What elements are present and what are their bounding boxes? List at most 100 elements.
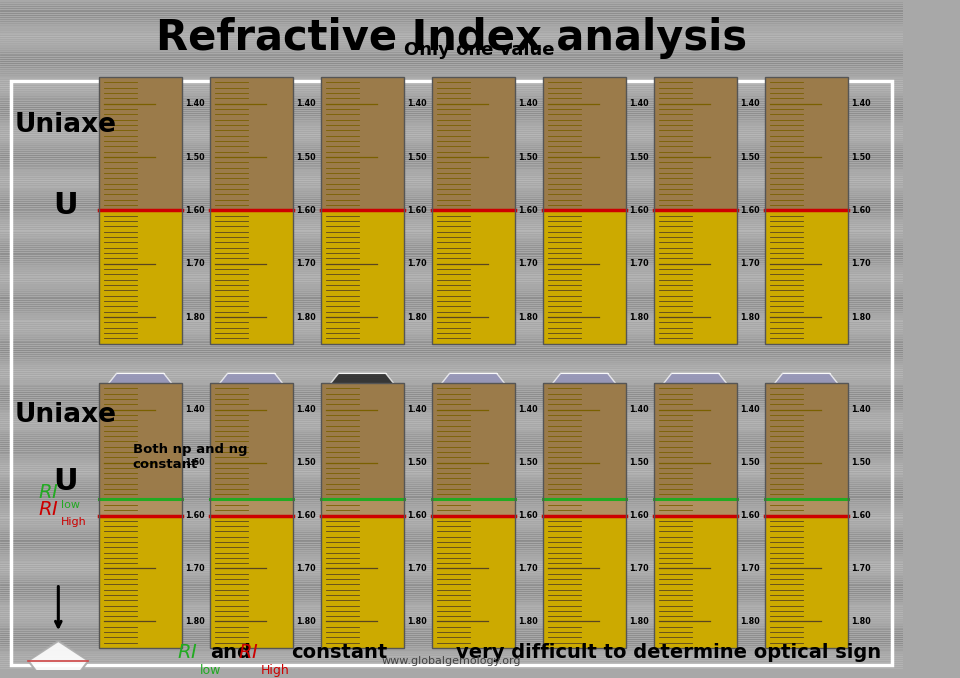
- Bar: [654, 383, 736, 648]
- Text: 1.60: 1.60: [518, 206, 538, 215]
- Text: $\it{RI}$: $\it{RI}$: [177, 643, 198, 662]
- Text: 1.40: 1.40: [629, 405, 649, 414]
- Bar: [765, 383, 848, 498]
- Text: $\it{RI}$: $\it{RI}$: [238, 643, 258, 662]
- Text: Uniaxe: Uniaxe: [14, 112, 117, 138]
- Text: very difficult to determine optical sign: very difficult to determine optical sign: [456, 643, 881, 662]
- Bar: [209, 383, 293, 498]
- Polygon shape: [773, 374, 839, 415]
- Bar: [209, 210, 293, 344]
- Text: 1.40: 1.40: [740, 405, 760, 414]
- Text: 1.60: 1.60: [852, 511, 871, 520]
- Bar: [432, 77, 515, 210]
- Text: 1.60: 1.60: [629, 206, 649, 215]
- Text: 1.40: 1.40: [740, 99, 760, 108]
- Text: 1.70: 1.70: [185, 564, 204, 573]
- Text: High: High: [61, 517, 87, 527]
- Text: constant: constant: [292, 643, 388, 662]
- Text: 1.60: 1.60: [629, 511, 649, 520]
- Bar: [654, 210, 736, 344]
- Bar: [542, 210, 626, 344]
- Text: 1.50: 1.50: [185, 458, 204, 467]
- Text: $\it{RI}$: $\it{RI}$: [37, 500, 59, 519]
- Text: 1.80: 1.80: [407, 617, 427, 626]
- Bar: [209, 77, 293, 344]
- Text: 1.60: 1.60: [740, 206, 760, 215]
- Text: 1.50: 1.50: [629, 153, 649, 161]
- Text: $\it{RI}$: $\it{RI}$: [37, 483, 59, 502]
- Polygon shape: [108, 374, 173, 415]
- Text: Uniaxe: Uniaxe: [14, 402, 117, 428]
- Bar: [321, 383, 403, 648]
- Bar: [654, 77, 736, 344]
- Text: 1.50: 1.50: [852, 153, 871, 161]
- Bar: [209, 77, 293, 210]
- Bar: [99, 515, 181, 648]
- Text: 1.50: 1.50: [407, 458, 427, 467]
- Bar: [654, 383, 736, 498]
- Text: 1.70: 1.70: [297, 259, 316, 268]
- Text: 1.60: 1.60: [518, 511, 538, 520]
- Text: 1.60: 1.60: [185, 206, 204, 215]
- Bar: [542, 498, 626, 515]
- Text: 1.70: 1.70: [518, 564, 538, 573]
- Text: 1.50: 1.50: [852, 458, 871, 467]
- Text: 1.80: 1.80: [185, 617, 205, 626]
- Text: 1.50: 1.50: [185, 153, 204, 161]
- Text: 1.50: 1.50: [518, 153, 538, 161]
- Text: High: High: [260, 664, 289, 677]
- Text: 1.70: 1.70: [407, 259, 427, 268]
- Bar: [321, 515, 403, 648]
- Text: low: low: [200, 664, 221, 677]
- Bar: [765, 210, 848, 344]
- Bar: [99, 77, 181, 210]
- Text: and: and: [210, 643, 251, 662]
- Bar: [542, 515, 626, 648]
- Text: 1.50: 1.50: [297, 153, 316, 161]
- Text: 1.70: 1.70: [852, 564, 871, 573]
- Text: 1.80: 1.80: [297, 313, 316, 321]
- Text: 1.80: 1.80: [852, 617, 871, 626]
- Text: 1.80: 1.80: [629, 313, 649, 321]
- Text: 1.80: 1.80: [629, 617, 649, 626]
- Text: 1.60: 1.60: [297, 206, 316, 215]
- Bar: [765, 515, 848, 648]
- Text: 1.80: 1.80: [297, 617, 316, 626]
- Text: 1.60: 1.60: [740, 511, 760, 520]
- Text: 1.40: 1.40: [518, 99, 538, 108]
- Text: 1.50: 1.50: [740, 153, 760, 161]
- Bar: [321, 383, 403, 498]
- Text: 1.70: 1.70: [740, 564, 760, 573]
- Bar: [654, 515, 736, 648]
- Bar: [542, 383, 626, 498]
- Bar: [432, 210, 515, 344]
- Text: 1.70: 1.70: [185, 259, 204, 268]
- Bar: [321, 210, 403, 344]
- Bar: [765, 383, 848, 648]
- Bar: [654, 77, 736, 210]
- Text: 1.70: 1.70: [518, 259, 538, 268]
- Polygon shape: [218, 374, 284, 415]
- Text: Only one value: Only one value: [404, 41, 555, 59]
- Bar: [542, 77, 626, 210]
- Text: 1.70: 1.70: [629, 259, 649, 268]
- Bar: [765, 77, 848, 210]
- Bar: [542, 383, 626, 648]
- Text: 1.50: 1.50: [740, 458, 760, 467]
- Text: 1.40: 1.40: [407, 405, 427, 414]
- Text: U: U: [54, 191, 78, 220]
- Text: 1.40: 1.40: [185, 99, 204, 108]
- Polygon shape: [551, 374, 617, 415]
- Text: 1.70: 1.70: [297, 564, 316, 573]
- Bar: [432, 383, 515, 498]
- Bar: [99, 383, 181, 648]
- Text: 1.80: 1.80: [518, 617, 538, 626]
- Text: 1.50: 1.50: [629, 458, 649, 467]
- Bar: [321, 77, 403, 210]
- Text: 1.60: 1.60: [185, 511, 204, 520]
- Text: www.globalgemology.org: www.globalgemology.org: [382, 656, 521, 666]
- Text: 1.80: 1.80: [740, 313, 760, 321]
- Text: 1.80: 1.80: [518, 313, 538, 321]
- Text: 1.50: 1.50: [407, 153, 427, 161]
- Bar: [99, 498, 181, 515]
